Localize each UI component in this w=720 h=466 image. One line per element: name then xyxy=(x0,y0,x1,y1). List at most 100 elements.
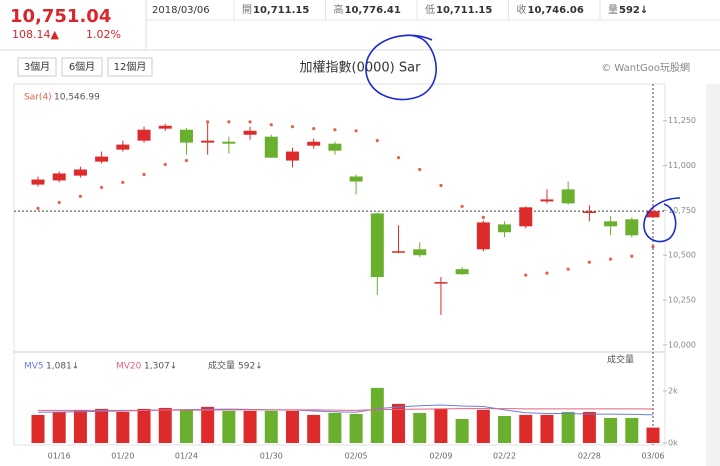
sar-point xyxy=(481,215,485,219)
stat-label: 開 xyxy=(242,4,252,16)
sar-legend: Sar(4) xyxy=(24,93,52,103)
volume-bar xyxy=(370,387,384,443)
candle-body xyxy=(604,221,618,227)
candle-body xyxy=(413,249,427,256)
volume-bar xyxy=(52,411,66,443)
sar-point xyxy=(396,156,401,160)
range-button[interactable] xyxy=(61,57,103,77)
candle-body xyxy=(52,173,66,181)
sar-point xyxy=(57,200,61,205)
volume-bar xyxy=(476,409,490,443)
sar-point xyxy=(354,129,358,133)
volume-bar xyxy=(392,403,406,443)
volume-bar xyxy=(604,417,618,443)
sar-point xyxy=(248,120,252,124)
volume-bar xyxy=(158,407,172,443)
candle-body xyxy=(328,143,342,151)
sar-point xyxy=(269,123,273,127)
range-button[interactable] xyxy=(107,57,153,77)
sar-point xyxy=(566,267,570,271)
sar-point xyxy=(460,204,464,209)
sar-point xyxy=(524,273,528,277)
sar-point xyxy=(121,180,125,185)
candle-body xyxy=(519,207,533,227)
x-tick-label: 01/30 xyxy=(260,452,283,461)
volume-bar xyxy=(307,414,321,443)
price-change: 108.14▲ xyxy=(12,28,59,41)
candle-body xyxy=(179,129,193,143)
x-tick-label: 01/20 xyxy=(111,452,134,461)
sar-point xyxy=(587,260,591,264)
candle-body xyxy=(307,141,321,146)
source: © WantGoo玩股網 xyxy=(601,61,690,74)
sar-point xyxy=(312,127,316,131)
volume-bar xyxy=(137,408,151,443)
volume-bar xyxy=(328,412,342,443)
range-button-label[interactable]: 3個月 xyxy=(24,60,50,73)
candle-body xyxy=(137,129,151,141)
candle-body xyxy=(476,222,490,250)
stat-value: 10,746.06 xyxy=(528,5,584,16)
candle-body xyxy=(498,224,512,233)
stat-value: 10,776.41 xyxy=(345,5,401,16)
volume-bar xyxy=(519,414,533,443)
x-tick-label: 02/05 xyxy=(345,452,368,461)
x-tick-label: 02/09 xyxy=(429,452,452,461)
sar-point xyxy=(163,162,167,167)
sar-point xyxy=(333,128,337,132)
sar-point xyxy=(608,257,613,261)
candle-body xyxy=(73,169,87,176)
sar-point xyxy=(206,120,210,124)
candle-body xyxy=(582,211,596,213)
sar-point xyxy=(227,120,231,124)
y-tick-label: 0k xyxy=(668,439,678,448)
candle-body xyxy=(349,176,363,182)
volume-bar xyxy=(31,414,45,443)
volume-bar xyxy=(116,411,130,443)
volume-bar xyxy=(625,417,639,443)
candle-body xyxy=(392,251,406,253)
annotation-circle xyxy=(365,34,437,101)
price-change-pct: 1.02% xyxy=(86,28,121,41)
stat-value: 592↓ xyxy=(619,5,648,16)
volume-bar xyxy=(179,409,193,443)
mv5-legend: MV5 xyxy=(24,362,44,372)
candle-body xyxy=(561,189,575,204)
y-tick-label: 10,750 xyxy=(668,206,696,215)
sar-point xyxy=(375,139,379,143)
mv5-legend-value: 1,081↓ xyxy=(46,362,79,372)
y-tick-label: 10,250 xyxy=(668,296,696,305)
volume-bar xyxy=(434,408,448,443)
sar-legend-value: 10,546.99 xyxy=(54,93,100,103)
volume-bar xyxy=(349,413,363,443)
price: 10,751.04 xyxy=(10,6,111,27)
sar-point xyxy=(630,254,634,258)
sar-point xyxy=(545,271,549,275)
sar-point xyxy=(651,245,655,249)
x-tick-label: 03/06 xyxy=(641,452,664,461)
volume-bar xyxy=(455,418,469,443)
candle-body xyxy=(370,213,384,278)
candle-body xyxy=(285,151,299,161)
volume-bar xyxy=(582,411,596,443)
annotation-circle xyxy=(643,197,681,243)
stat-label: 高 xyxy=(334,3,344,16)
volume-bar xyxy=(201,406,215,443)
range-button-label[interactable]: 6個月 xyxy=(69,60,95,73)
range-button[interactable] xyxy=(17,57,57,77)
volume-bar xyxy=(222,410,236,443)
sar-point xyxy=(439,183,443,188)
volume-bar xyxy=(413,412,427,443)
sar-point xyxy=(78,194,83,198)
candle-body xyxy=(625,219,639,236)
volume-bar xyxy=(73,409,87,443)
mv20-legend: MV20 xyxy=(116,362,142,372)
x-tick-label: 02/22 xyxy=(493,452,516,461)
chart-frame xyxy=(13,83,666,446)
scrollbar xyxy=(706,84,720,466)
volume-bar xyxy=(646,427,660,443)
range-button-label[interactable]: 12個月 xyxy=(114,60,147,73)
toolbar: 3個月 6個月 12個月 xyxy=(17,57,153,77)
